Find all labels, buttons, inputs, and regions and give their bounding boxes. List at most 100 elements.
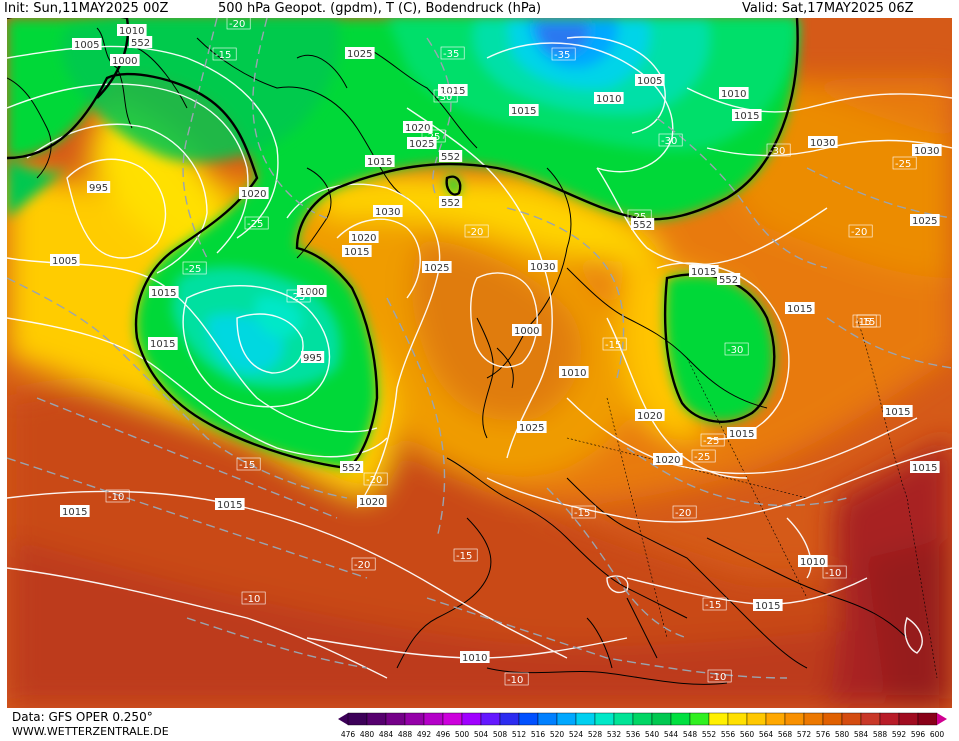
svg-text:1005: 1005 (74, 40, 99, 51)
legend-tick-label: 528 (588, 730, 603, 739)
pressure-label: 1025 (517, 421, 547, 434)
legend-swatch (556, 712, 577, 726)
legend-tick-label: 524 (569, 730, 584, 739)
svg-text:-15: -15 (456, 551, 472, 562)
legend-swatch (575, 712, 596, 726)
svg-text:-20: -20 (366, 475, 382, 486)
legend-swatch (537, 712, 558, 726)
legend-swatch (518, 712, 539, 726)
legend-tick-label: 596 (911, 730, 926, 739)
legend-swatch (347, 712, 368, 726)
pressure-label: 1015 (342, 245, 372, 258)
legend-tick-label: 476 (341, 730, 356, 739)
svg-text:-30: -30 (661, 136, 677, 147)
legend-tick-label: 568 (778, 730, 793, 739)
svg-text:-25: -25 (247, 219, 263, 230)
pressure-label: 1025 (345, 47, 375, 60)
svg-text:-35: -35 (554, 50, 570, 61)
legend-swatch (803, 712, 824, 726)
legend-tick-label: 508 (493, 730, 508, 739)
pressure-label: 1015 (215, 498, 245, 511)
temperature-label: -30 (724, 342, 749, 356)
svg-text:-25: -25 (895, 159, 911, 170)
legend-tick-label: 592 (892, 730, 907, 739)
svg-text:1015: 1015 (691, 267, 716, 278)
svg-text:-30: -30 (436, 92, 452, 103)
pressure-label: 1020 (635, 409, 665, 422)
temperature-label: -30 (658, 133, 683, 147)
svg-text:552: 552 (441, 198, 460, 209)
svg-text:1015: 1015 (912, 463, 937, 474)
svg-text:552: 552 (633, 220, 652, 231)
svg-text:-30: -30 (727, 345, 743, 356)
legend-swatch (784, 712, 805, 726)
legend-swatch (841, 712, 862, 726)
svg-text:-15: -15 (574, 508, 590, 519)
svg-text:-35: -35 (443, 49, 459, 60)
legend-swatch (670, 712, 691, 726)
pressure-label: 1015 (365, 155, 395, 168)
temperature-label: -35 (551, 47, 576, 61)
svg-text:1015: 1015 (755, 601, 780, 612)
geopotential-label: 552 (717, 273, 741, 286)
svg-text:1010: 1010 (800, 557, 825, 568)
svg-text:552: 552 (342, 463, 361, 474)
legend-tick-label: 488 (398, 730, 413, 739)
pressure-label: 1020 (239, 187, 269, 200)
legend-tick-label: 584 (854, 730, 869, 739)
svg-text:1000: 1000 (112, 56, 137, 67)
pressure-label: 1020 (349, 231, 379, 244)
pressure-label: 1025 (407, 137, 437, 150)
svg-text:1025: 1025 (424, 263, 449, 274)
pressure-label: 1000 (512, 324, 542, 337)
legend-tick-label: 536 (626, 730, 641, 739)
temperature-label: -20 (464, 224, 489, 238)
svg-text:1000: 1000 (299, 287, 324, 298)
legend-tick-label: 560 (740, 730, 755, 739)
pressure-label: 1030 (528, 260, 558, 273)
svg-text:-15: -15 (605, 340, 621, 351)
pressure-label: 1030 (912, 144, 942, 157)
pressure-label: 1030 (373, 205, 403, 218)
svg-text:-15: -15 (859, 317, 875, 328)
legend-swatch (651, 712, 672, 726)
pressure-label: 1010 (559, 366, 589, 379)
temperature-label: -20 (351, 557, 376, 571)
temperature-label: -15 (571, 505, 596, 519)
temperature-label: -25 (691, 449, 716, 463)
legend-tick-label: 588 (873, 730, 888, 739)
svg-text:1010: 1010 (561, 368, 586, 379)
svg-text:1010: 1010 (596, 94, 621, 105)
legend-swatch (708, 712, 729, 726)
legend-swatch (917, 712, 938, 726)
svg-text:1020: 1020 (351, 233, 376, 244)
legend-swatch (480, 712, 501, 726)
legend-tick-label: 532 (607, 730, 622, 739)
svg-text:1010: 1010 (462, 653, 487, 664)
legend-tick-label: 496 (436, 730, 451, 739)
svg-text:-20: -20 (354, 560, 370, 571)
svg-text:-25: -25 (703, 436, 719, 447)
pressure-label: 1015 (727, 427, 757, 440)
temperature-label: -25 (421, 129, 446, 143)
legend-swatch (499, 712, 520, 726)
svg-text:-10: -10 (108, 492, 124, 503)
pressure-label: 1005 (72, 38, 102, 51)
svg-text:552: 552 (131, 38, 150, 49)
legend-tick-label: 580 (835, 730, 850, 739)
legend-tick-label: 520 (550, 730, 565, 739)
legend-tick-label: 576 (816, 730, 831, 739)
temperature-label: -10 (504, 672, 529, 686)
pressure-label: 1025 (910, 214, 940, 227)
temperature-label: -25 (286, 289, 311, 303)
temperature-label: -35 (440, 46, 465, 60)
svg-text:1015: 1015 (787, 304, 812, 315)
temperature-label: -20 (848, 224, 873, 238)
legend-max-arrow (937, 713, 947, 725)
temperature-label: -15 (453, 548, 478, 562)
pressure-label: 1015 (753, 599, 783, 612)
svg-text:-10: -10 (507, 675, 523, 686)
svg-text:1030: 1030 (810, 138, 835, 149)
svg-text:1005: 1005 (637, 76, 662, 87)
svg-text:552: 552 (719, 275, 738, 286)
